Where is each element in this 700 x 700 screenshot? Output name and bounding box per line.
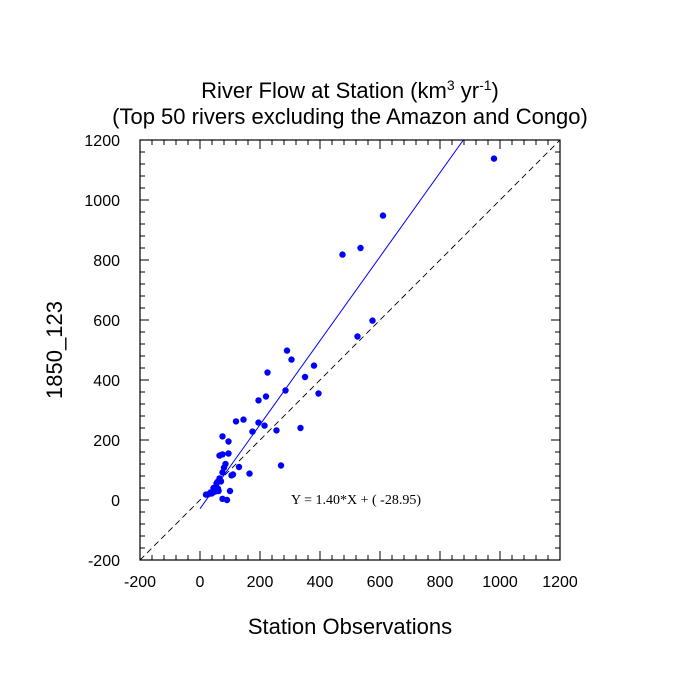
- y-axis-label: 1850_123: [42, 301, 67, 399]
- data-point: [301, 373, 309, 381]
- data-point: [235, 463, 243, 471]
- data-point: [213, 480, 220, 487]
- data-point: [225, 450, 232, 457]
- x-tick-label: -200: [124, 574, 156, 591]
- x-tick-label: 1200: [542, 574, 578, 591]
- y-tick-label: 600: [93, 313, 120, 330]
- data-point: [288, 356, 295, 363]
- x-axis-label: Station Observations: [248, 614, 452, 639]
- data-point: [222, 460, 229, 468]
- data-point: [215, 487, 222, 495]
- data-point: [229, 471, 237, 478]
- data-point: [354, 333, 361, 340]
- data-point: [232, 418, 240, 425]
- data-point: [369, 317, 376, 324]
- x-tick-label: 200: [247, 574, 274, 591]
- data-point: [273, 427, 280, 434]
- y-tick-label: 800: [93, 253, 120, 270]
- x-tick-label: 800: [427, 574, 454, 591]
- x-tick-label: 0: [196, 574, 205, 591]
- data-point: [339, 251, 346, 258]
- chart-title-line2: (Top 50 rivers excluding the Amazon and …: [112, 104, 588, 129]
- data-point: [262, 393, 270, 400]
- data-point: [249, 428, 256, 435]
- data-point: [255, 419, 262, 426]
- plot-frame: [139, 139, 561, 561]
- data-point: [207, 489, 214, 496]
- chart-title-line1: River Flow at Station (km3 yr-1): [201, 77, 499, 103]
- data-point: [490, 155, 498, 162]
- regression-line: [199, 140, 464, 509]
- data-point: [240, 416, 247, 423]
- x-tick-label: 400: [307, 574, 334, 591]
- one-to-one-line-group: [140, 140, 560, 560]
- y-tick-label: 0: [111, 493, 120, 510]
- y-tick-label: 1000: [84, 193, 120, 210]
- regression-line-group: [199, 140, 464, 509]
- data-points-group: [202, 155, 498, 504]
- data-point: [282, 387, 289, 394]
- data-point: [264, 369, 271, 376]
- data-point: [357, 244, 364, 252]
- tick-labels-group: -200 0 200 400 600 800 1000 1200 -200 0 200 400 600 8…: [84, 133, 577, 591]
- y-tick-label: 400: [93, 373, 120, 390]
- one-to-one-line: [140, 140, 560, 560]
- data-point: [283, 347, 291, 354]
- data-point: [219, 451, 226, 458]
- data-point: [379, 212, 387, 219]
- data-point: [223, 496, 231, 504]
- data-point: [277, 462, 285, 469]
- data-point: [219, 469, 226, 476]
- data-point: [246, 470, 253, 477]
- data-point: [219, 433, 226, 440]
- y-tick-label: 1200: [84, 133, 120, 150]
- y-tick-label: -200: [88, 553, 120, 570]
- x-tick-label: 600: [367, 574, 394, 591]
- data-point: [210, 484, 217, 492]
- axis-ticks-group: [139, 139, 561, 561]
- data-point: [255, 397, 262, 404]
- data-point: [315, 390, 322, 397]
- regression-equation: Y = 1.40*X + ( -28.95): [291, 493, 421, 508]
- data-point: [310, 362, 318, 369]
- x-tick-label: 1000: [482, 574, 518, 591]
- data-point: [297, 424, 304, 432]
- y-tick-label: 200: [93, 433, 120, 450]
- data-point: [261, 422, 268, 429]
- data-point: [226, 487, 234, 495]
- data-point: [225, 438, 232, 445]
